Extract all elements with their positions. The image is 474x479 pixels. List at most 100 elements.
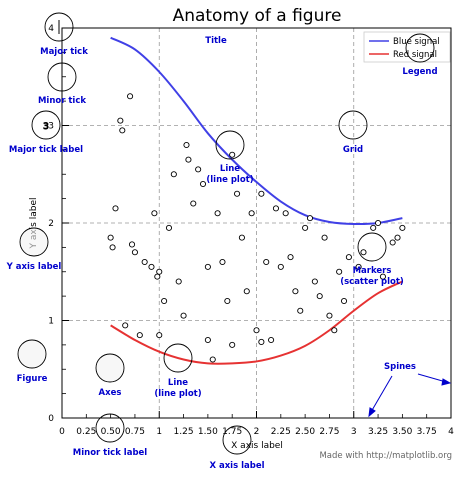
scatter-point-19: [195, 166, 202, 173]
scatter-point-9: [151, 210, 158, 217]
scatter-point-42: [306, 215, 314, 222]
y-axis-label: Y axis label: [29, 197, 39, 249]
minor-x-tick-label-8: 2.75: [319, 427, 339, 437]
scatter-point-37: [282, 210, 289, 217]
scatter-point-50: [345, 254, 352, 261]
annot-legend: Legend: [402, 67, 437, 77]
spine-arrowhead-bottom: [368, 407, 376, 418]
scatter-point-44: [316, 293, 323, 300]
annotation-circles: 3: [17, 12, 435, 455]
scatter-point-43: [311, 278, 318, 285]
scatter-point-27: [233, 190, 241, 197]
axes-circle: [95, 353, 125, 383]
annot-line-top-2: (line plot): [206, 175, 253, 185]
scatter-point-54: [375, 219, 382, 227]
annot-line-top-1: Line: [220, 164, 240, 174]
scatter-point-15: [180, 312, 187, 319]
scatter-point-1: [117, 117, 124, 124]
annot-markers-2: (scatter plot): [340, 277, 404, 287]
scatter-point-35: [272, 205, 280, 212]
annotation-labels: Major tick Minor tick Major tick label T…: [6, 36, 438, 471]
scatter-point-64: [258, 338, 265, 346]
annot-line-bottom-1: Line: [168, 378, 188, 388]
scatter-point-65: [154, 273, 161, 280]
annot-grid: Grid: [343, 145, 363, 155]
scatter-point-12: [165, 224, 173, 231]
major-tick-circle: [44, 12, 74, 42]
scatter-point-25: [224, 297, 231, 305]
annot-major-tick-label: Major tick label: [9, 145, 83, 155]
scatter-point-53: [370, 224, 377, 231]
scatter-point-26: [229, 151, 236, 158]
scatter-point-47: [331, 327, 338, 334]
scatter-point-10: [156, 268, 163, 275]
major-y-tick-label-0: 0: [48, 414, 54, 424]
scatter-point-34: [268, 336, 275, 344]
line-plot-circle-top: [215, 130, 245, 160]
grid-layer: [62, 28, 451, 418]
major-x-tick-label-4: 4: [448, 427, 454, 437]
major-x-tick-label-3: 3: [351, 427, 357, 437]
minor-x-tick-label-2: 0.75: [125, 427, 145, 437]
scatter-point-22: [209, 356, 216, 363]
minor-x-tick-label-0: 0.25: [76, 427, 96, 437]
x-axis-label: X axis label: [231, 441, 283, 451]
scatter-point-62: [204, 336, 211, 344]
scatter-point-41: [302, 224, 309, 231]
annotation-fills: [19, 229, 123, 381]
major-x-tick-label-1: 1: [156, 427, 162, 437]
series-line-0: [110, 36, 403, 226]
scatter-point-57: [394, 234, 401, 241]
scatter-point-13: [170, 171, 177, 178]
minor-x-tick-label-5: 1.75: [222, 427, 242, 437]
scatter-point-14: [175, 278, 182, 285]
legend-box: [363, 31, 451, 63]
scatter-point-30: [248, 210, 255, 217]
annot-x-axis-label: X axis label: [209, 461, 264, 471]
scatter-point-52: [360, 249, 367, 256]
minor-x-tick-label-10: 3.50: [392, 427, 412, 437]
y-axis-label-circle: [19, 227, 49, 257]
annot-line-bottom-2: (line plot): [154, 389, 201, 399]
scatter-point-21: [204, 263, 211, 270]
legend-entry-blue: Blue signal: [393, 37, 440, 47]
scatter-point-39: [292, 288, 299, 295]
scatter-point-3: [107, 234, 114, 241]
minor-tick-circle: [47, 62, 77, 92]
major-tick-label-circle: [31, 110, 61, 140]
scatter-point-33: [263, 258, 270, 266]
annot-title: Title: [205, 36, 227, 46]
scatter-point-58: [399, 224, 406, 231]
major-tick-label-glyph: 3: [43, 122, 49, 132]
scatter-point-66: [148, 263, 155, 270]
major-y-tick-label-2: 2: [48, 219, 54, 229]
annot-minor-tick: Minor tick: [38, 96, 86, 106]
scatter-point-0: [127, 93, 134, 100]
minor-x-tick-label-1: 0.50: [101, 427, 121, 437]
annot-markers-1: Markers: [353, 266, 392, 276]
series-layer: [110, 36, 403, 365]
scatter-point-32: [258, 190, 265, 197]
scatter-point-6: [128, 241, 136, 248]
scatter-point-17: [185, 156, 192, 163]
scatter-point-20: [199, 180, 207, 188]
scatter-point-48: [336, 268, 343, 275]
scatter-point-23: [214, 210, 221, 217]
spine-arrows: [368, 373, 452, 418]
legend: Blue signal Red signal: [363, 31, 451, 63]
scatter-point-46: [326, 312, 333, 319]
scatter-point-8: [141, 258, 148, 266]
annot-axes: Axes: [99, 388, 122, 398]
major-y-tick-label-1: 1: [48, 317, 54, 327]
minor-x-tick-label-9: 3.25: [368, 427, 388, 437]
line-plot-circle-bottom: [163, 343, 193, 373]
scatter-point-55: [379, 273, 386, 280]
scatter-point-28: [238, 234, 245, 241]
scatter-point-11: [161, 297, 168, 305]
spine-arrow-right: [417, 373, 447, 383]
scatter-point-31: [253, 327, 260, 334]
scatter-point-29: [243, 288, 250, 295]
minor-x-tick-label-4: 1.50: [198, 427, 218, 437]
x-axis-label-circle: [222, 425, 252, 455]
